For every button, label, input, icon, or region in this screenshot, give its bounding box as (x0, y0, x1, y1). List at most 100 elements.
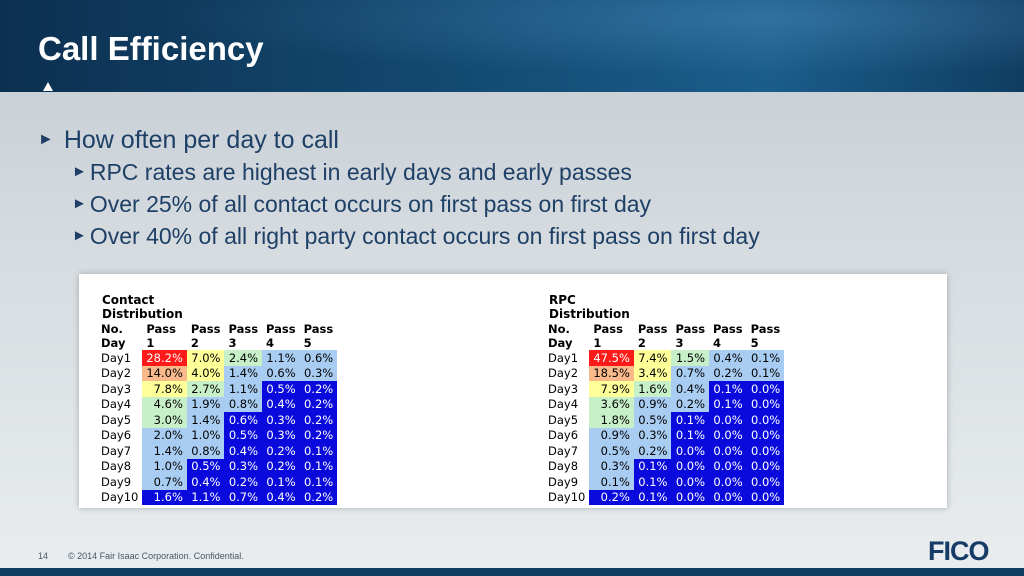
table-cell: 0.1% (299, 458, 338, 474)
table-row: Day9 0.1% 0.1% 0.0% 0.0% 0.0% (544, 474, 785, 490)
table-cell: 0.2% (299, 381, 338, 397)
table-cell: 0.7% (224, 489, 263, 505)
table-cell: 0.3% (224, 458, 263, 474)
table-cell: 0.1% (671, 412, 710, 428)
day-label: Day9 (544, 474, 590, 490)
table-cell: 0.0% (746, 412, 785, 428)
table-cell: 4.6% (142, 396, 187, 412)
day-label: Day3 (544, 381, 590, 397)
table-cell: 0.2% (671, 396, 710, 412)
table-cell: 0.9% (589, 427, 634, 443)
day-label: Day9 (97, 474, 143, 490)
table-cell: 0.2% (299, 396, 338, 412)
table-cell: 0.0% (709, 458, 747, 474)
table-cell: 0.4% (709, 350, 747, 366)
day-label: Day8 (544, 458, 590, 474)
rpc-distribution-table: No. Day Pass 1 Pass 2 Pass 3 Pass 4 Pass 5 Day… (544, 322, 785, 505)
bullet-main: ► How often per day to call (38, 124, 760, 156)
triangle-marker-icon (43, 82, 53, 91)
table-row: Day2 18.5% 3.4% 0.7% 0.2% 0.1% (544, 365, 785, 381)
table-cell: 0.3% (589, 458, 634, 474)
day-label: Day8 (97, 458, 143, 474)
table-cell: 0.1% (671, 427, 710, 443)
column-header: Pass 2 (190, 322, 221, 350)
day-label: Day6 (97, 427, 143, 443)
table-cell: 0.1% (746, 365, 785, 381)
day-label: Day7 (97, 443, 143, 459)
table-cell: 0.0% (746, 474, 785, 490)
table-row: Day5 1.8% 0.5% 0.1% 0.0% 0.0% (544, 412, 785, 428)
table-cell: 1.4% (142, 443, 187, 459)
sub-bullet: ► RPC rates are highest in early days an… (72, 156, 760, 188)
table-cell: 0.2% (633, 443, 672, 459)
table-cell: 1.0% (142, 458, 187, 474)
bullet-main-text: How often per day to call (63, 126, 339, 154)
table-cell: 2.0% (142, 427, 187, 443)
table-row: Day9 0.7% 0.4% 0.2% 0.1% 0.1% (97, 474, 338, 490)
column-header: No. Day (101, 322, 126, 350)
table-header-row: No. Day Pass 1 Pass 2 Pass 3 Pass 4 Pass 5 (97, 322, 337, 350)
day-label: Day1 (97, 350, 143, 366)
table-cell: 1.6% (633, 381, 672, 397)
table-cell: 0.5% (186, 458, 225, 474)
table-cell: 3.4% (633, 365, 672, 381)
day-label: Day3 (97, 381, 143, 397)
table-cell: 0.2% (299, 412, 338, 428)
table-cell: 1.1% (262, 350, 300, 366)
table-cell: 1.9% (186, 396, 225, 412)
table-cell: 0.2% (299, 489, 338, 505)
table-cell: 0.6% (262, 365, 300, 381)
table-row: Day6 0.9% 0.3% 0.1% 0.0% 0.0% (544, 427, 785, 443)
contact-distribution-table: No. Day Pass 1 Pass 2 Pass 3 Pass 4 Pass 5 Day… (97, 322, 338, 505)
table-cell: 2.4% (224, 350, 263, 366)
table-cell: 0.0% (709, 474, 747, 490)
day-label: Day4 (97, 396, 143, 412)
table-cell: 0.2% (224, 474, 263, 490)
day-label: Day4 (544, 396, 590, 412)
table-cell: 0.0% (709, 427, 747, 443)
column-header: Pass 5 (750, 322, 781, 350)
table-cell: 0.1% (709, 396, 747, 412)
table-cell: 0.2% (299, 427, 338, 443)
table-row: Day4 4.6% 1.9% 0.8% 0.4% 0.2% (97, 396, 338, 412)
table-cell: 3.6% (589, 396, 634, 412)
bullet-arrow-icon: ► (72, 195, 87, 212)
bullet-list: ► How often per day to call ► RPC rates … (38, 124, 760, 252)
table-cell: 0.0% (671, 474, 710, 490)
table-cell: 0.9% (633, 396, 672, 412)
day-label: Day7 (544, 443, 590, 459)
table-cell: 0.0% (746, 489, 785, 505)
table-cell: 0.5% (224, 427, 263, 443)
table-cell: 1.8% (589, 412, 634, 428)
table-cell: 0.2% (262, 458, 300, 474)
sub-bullet-text: Over 40% of all right party contact occu… (89, 223, 760, 249)
table-row: Day8 0.3% 0.1% 0.0% 0.0% 0.0% (544, 458, 785, 474)
column-header: Pass 3 (228, 322, 259, 350)
table-cell: 47.5% (589, 350, 634, 366)
column-header: Pass 1 (146, 322, 176, 350)
table-cell: 0.1% (589, 474, 634, 490)
column-header: Pass 1 (593, 322, 623, 350)
table-cell: 0.5% (262, 381, 300, 397)
table-cell: 0.7% (142, 474, 187, 490)
table-row: Day7 0.5% 0.2% 0.0% 0.0% 0.0% (544, 443, 785, 459)
table-cell: 0.3% (262, 412, 300, 428)
sub-bullet-text: Over 25% of all contact occurs on first … (89, 191, 652, 217)
table-cell: 0.4% (262, 489, 300, 505)
table-cell: 0.3% (262, 427, 300, 443)
table-cell: 0.3% (299, 365, 338, 381)
table-cell: 1.4% (186, 412, 225, 428)
table-cell: 0.2% (709, 365, 747, 381)
table-row: Day6 2.0% 1.0% 0.5% 0.3% 0.2% (97, 427, 338, 443)
table-cell: 0.0% (746, 427, 785, 443)
title-banner (0, 0, 1024, 92)
table-cell: 0.0% (671, 458, 710, 474)
table-cell: 0.7% (671, 365, 710, 381)
table-cell: 0.5% (589, 443, 634, 459)
table-cell: 7.0% (186, 350, 225, 366)
table-cell: 0.1% (299, 443, 338, 459)
table-cell: 0.1% (746, 350, 785, 366)
table-cell: 0.0% (746, 396, 785, 412)
column-header: Pass 5 (303, 322, 334, 350)
table-cell: 0.4% (224, 443, 263, 459)
